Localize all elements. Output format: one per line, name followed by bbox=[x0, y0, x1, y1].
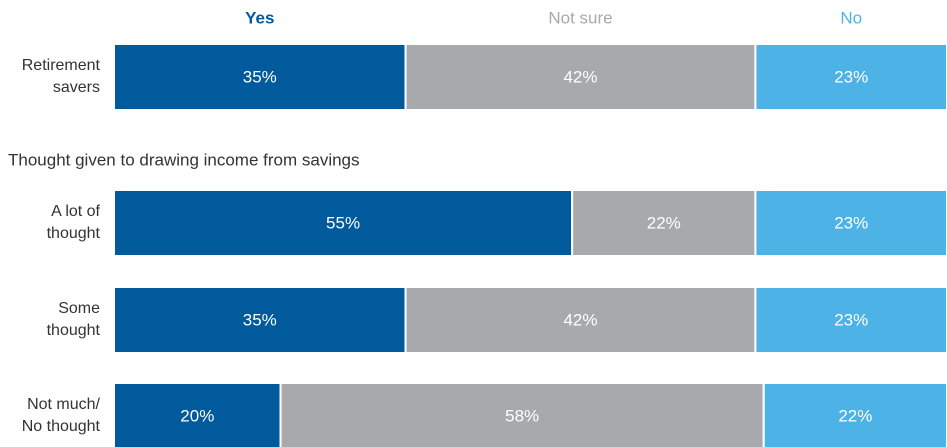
category-label: savers bbox=[53, 79, 100, 96]
category-label: No thought bbox=[22, 418, 101, 435]
bar-segment bbox=[404, 286, 757, 354]
legend-entry: Yes bbox=[245, 8, 274, 27]
value-label: 42% bbox=[563, 67, 597, 86]
value-label: 42% bbox=[563, 310, 597, 329]
legend-entry: No bbox=[840, 8, 862, 27]
value-label: 23% bbox=[834, 213, 868, 232]
bar-segment bbox=[754, 189, 947, 257]
bar-segment bbox=[113, 382, 282, 447]
category-label: Retirement bbox=[22, 57, 101, 74]
bar-segment bbox=[279, 382, 765, 447]
category-label: Not much/ bbox=[27, 396, 100, 413]
bar-segment bbox=[571, 189, 757, 257]
bar-segment bbox=[754, 43, 947, 111]
value-label: 20% bbox=[180, 406, 214, 425]
category-label: Some bbox=[58, 300, 100, 317]
category-label: thought bbox=[47, 322, 101, 339]
bar-segment bbox=[113, 43, 407, 111]
group-label: Thought given to drawing income from sav… bbox=[8, 150, 360, 169]
category-label: thought bbox=[47, 225, 101, 242]
value-label: 35% bbox=[243, 310, 277, 329]
bar-segment bbox=[404, 43, 757, 111]
value-label: 23% bbox=[834, 310, 868, 329]
category-label: A lot of bbox=[51, 203, 100, 220]
legend-entry: Not sure bbox=[548, 8, 612, 27]
value-label: 55% bbox=[326, 213, 360, 232]
value-label: 35% bbox=[243, 67, 277, 86]
value-label: 58% bbox=[505, 406, 539, 425]
value-label: 22% bbox=[838, 406, 872, 425]
value-label: 22% bbox=[647, 213, 681, 232]
value-label: 23% bbox=[834, 67, 868, 86]
bar-segment bbox=[113, 286, 407, 354]
bar-segment bbox=[754, 286, 947, 354]
